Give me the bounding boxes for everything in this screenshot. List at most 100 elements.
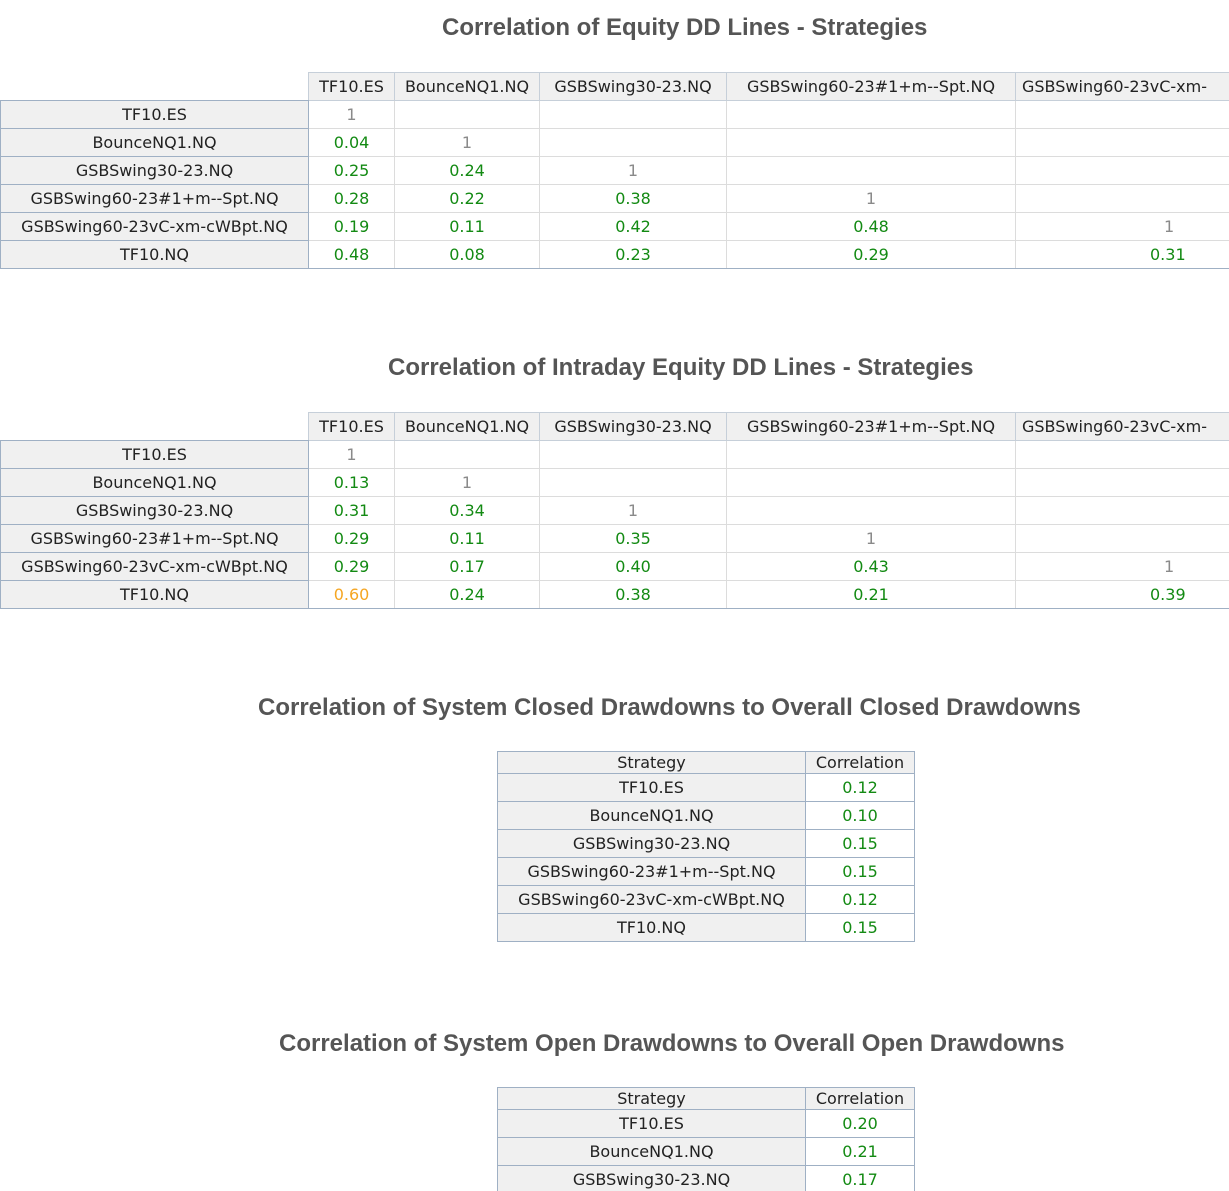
strategy-name: BounceNQ1.NQ <box>497 801 806 830</box>
matrix-cell <box>1015 524 1229 553</box>
row-header: TF10.ES <box>0 100 309 129</box>
matrix-cell: 0.48 <box>726 212 1016 241</box>
matrix-row: BounceNQ1.NQ 0.13 1 <box>0 468 1229 497</box>
column-header: TF10.ES <box>308 72 395 101</box>
matrix-cell: 0.42 <box>539 212 727 241</box>
row-header: BounceNQ1.NQ <box>0 128 309 157</box>
strategy-name: TF10.ES <box>497 773 806 802</box>
strategy-name: GSBSwing60-23vC-xm-cWBpt.NQ <box>497 885 806 914</box>
matrix-cell: 0.08 <box>394 240 540 269</box>
matrix-cell: 1 <box>394 128 540 157</box>
matrix-cell: 0.38 <box>539 184 727 213</box>
summary-row: TF10.ES 0.20 <box>497 1109 915 1138</box>
row-header: GSBSwing60-23vC-xm-cWBpt.NQ <box>0 212 309 241</box>
matrix-cell: 0.19 <box>308 212 395 241</box>
summary-row: GSBSwing30-23.NQ 0.17 <box>497 1165 915 1191</box>
strategy-name: GSBSwing30-23.NQ <box>497 1165 806 1191</box>
row-header: TF10.NQ <box>0 580 309 609</box>
row-header: GSBSwing30-23.NQ <box>0 496 309 525</box>
matrix-cell: 0.35 <box>539 524 727 553</box>
matrix-cell <box>1015 468 1229 497</box>
row-header: GSBSwing60-23#1+m--Spt.NQ <box>0 524 309 553</box>
summary-row: GSBSwing60-23#1+m--Spt.NQ 0.15 <box>497 857 915 886</box>
matrix-cell: 0.23 <box>539 240 727 269</box>
matrix-cell: 1 <box>539 496 727 525</box>
matrix-row: GSBSwing60-23vC-xm-cWBpt.NQ 0.19 0.11 0.… <box>0 212 1229 241</box>
row-header: TF10.NQ <box>0 240 309 269</box>
equity-dd-matrix: TF10.ES BounceNQ1.NQ GSBSwing30-23.NQ GS… <box>0 72 1229 269</box>
column-header: GSBSwing30-23.NQ <box>539 72 727 101</box>
intraday-equity-dd-title: Correlation of Intraday Equity DD Lines … <box>388 354 974 381</box>
matrix-cell <box>1015 128 1229 157</box>
row-header: TF10.ES <box>0 440 309 469</box>
summary-header-row: Strategy Correlation <box>497 751 915 774</box>
closed-drawdowns-title: Correlation of System Closed Drawdowns t… <box>258 694 1081 721</box>
matrix-cell: 0.31 <box>1015 240 1229 269</box>
matrix-cell: 0.04 <box>308 128 395 157</box>
matrix-cell: 0.25 <box>308 156 395 185</box>
column-header: TF10.ES <box>308 412 395 441</box>
row-header: BounceNQ1.NQ <box>0 468 309 497</box>
matrix-cell: 1 <box>394 468 540 497</box>
matrix-cell <box>539 468 727 497</box>
strategy-name: TF10.NQ <box>497 913 806 942</box>
correlation-value: 0.15 <box>805 913 915 942</box>
matrix-cell: 0.38 <box>539 580 727 609</box>
correlation-header: Correlation <box>805 1087 915 1110</box>
matrix-row: TF10.ES 1 <box>0 100 1229 129</box>
matrix-row: TF10.ES 1 <box>0 440 1229 469</box>
row-header: GSBSwing60-23#1+m--Spt.NQ <box>0 184 309 213</box>
matrix-cell <box>539 100 727 129</box>
matrix-cell <box>539 128 727 157</box>
matrix-cell <box>726 156 1016 185</box>
matrix-cell: 0.29 <box>308 552 395 581</box>
matrix-cell: 1 <box>1015 212 1229 241</box>
matrix-cell: 0.34 <box>394 496 540 525</box>
matrix-cell: 0.11 <box>394 524 540 553</box>
matrix-cell: 1 <box>726 184 1016 213</box>
correlation-value: 0.21 <box>805 1137 915 1166</box>
matrix-cell <box>1015 440 1229 469</box>
matrix-cell: 1 <box>539 156 727 185</box>
matrix-corner <box>0 72 309 101</box>
matrix-cell <box>1015 100 1229 129</box>
matrix-cell: 1 <box>1015 552 1229 581</box>
strategy-name: BounceNQ1.NQ <box>497 1137 806 1166</box>
column-header: BounceNQ1.NQ <box>394 412 540 441</box>
column-header: GSBSwing60-23vC-xm- <box>1015 72 1229 101</box>
matrix-header-row: TF10.ES BounceNQ1.NQ GSBSwing30-23.NQ GS… <box>0 72 1229 101</box>
matrix-cell: 0.24 <box>394 156 540 185</box>
matrix-row: TF10.NQ 0.48 0.08 0.23 0.29 0.31 <box>0 240 1229 269</box>
matrix-cell: 1 <box>308 440 395 469</box>
matrix-cell: 0.17 <box>394 552 540 581</box>
matrix-header-row: TF10.ES BounceNQ1.NQ GSBSwing30-23.NQ GS… <box>0 412 1229 441</box>
correlation-value: 0.15 <box>805 829 915 858</box>
column-header: BounceNQ1.NQ <box>394 72 540 101</box>
matrix-cell <box>539 440 727 469</box>
equity-dd-title: Correlation of Equity DD Lines - Strateg… <box>442 14 928 41</box>
column-header: GSBSwing60-23vC-xm- <box>1015 412 1229 441</box>
matrix-row: GSBSwing30-23.NQ 0.25 0.24 1 <box>0 156 1229 185</box>
column-header: GSBSwing60-23#1+m--Spt.NQ <box>726 412 1016 441</box>
column-header: GSBSwing30-23.NQ <box>539 412 727 441</box>
matrix-cell <box>1015 496 1229 525</box>
matrix-cell: 0.22 <box>394 184 540 213</box>
intraday-equity-dd-matrix: TF10.ES BounceNQ1.NQ GSBSwing30-23.NQ GS… <box>0 412 1229 609</box>
correlation-header: Correlation <box>805 751 915 774</box>
matrix-cell: 0.31 <box>308 496 395 525</box>
correlation-value: 0.10 <box>805 801 915 830</box>
strategy-name: GSBSwing60-23#1+m--Spt.NQ <box>497 857 806 886</box>
matrix-cell <box>726 440 1016 469</box>
summary-row: GSBSwing60-23vC-xm-cWBpt.NQ 0.12 <box>497 885 915 914</box>
closed-drawdowns-table: Strategy Correlation TF10.ES 0.12 Bounce… <box>497 751 915 942</box>
summary-row: BounceNQ1.NQ 0.21 <box>497 1137 915 1166</box>
matrix-row: GSBSwing60-23#1+m--Spt.NQ 0.29 0.11 0.35… <box>0 524 1229 553</box>
matrix-cell <box>726 128 1016 157</box>
matrix-cell: 0.28 <box>308 184 395 213</box>
matrix-row: GSBSwing60-23#1+m--Spt.NQ 0.28 0.22 0.38… <box>0 184 1229 213</box>
matrix-row: GSBSwing30-23.NQ 0.31 0.34 1 <box>0 496 1229 525</box>
matrix-cell <box>726 468 1016 497</box>
strategy-name: GSBSwing30-23.NQ <box>497 829 806 858</box>
correlation-value: 0.17 <box>805 1165 915 1191</box>
